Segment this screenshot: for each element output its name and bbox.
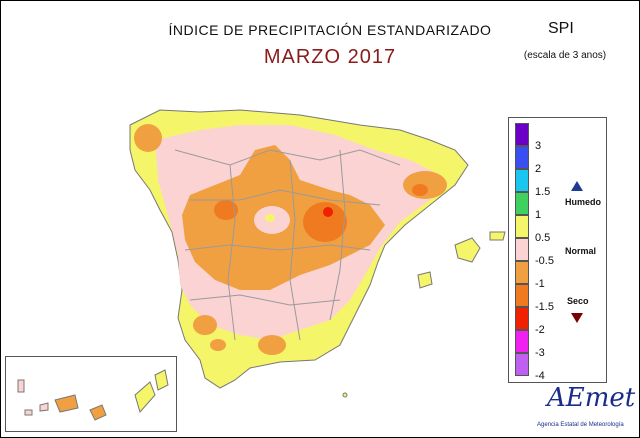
legend-tick-label: -4 xyxy=(535,370,545,382)
dry-arrow-icon xyxy=(571,313,583,323)
legend-swatch xyxy=(515,284,529,307)
canary-lanzarote xyxy=(154,369,169,391)
dry-moderate-northwest xyxy=(134,124,162,152)
dry-moderate-southwest xyxy=(193,315,217,335)
dry-severe-east xyxy=(412,184,428,196)
legend-tick-label: -1 xyxy=(535,278,545,290)
canary-fuerteventura xyxy=(134,381,156,414)
balearic-mallorca xyxy=(454,237,481,263)
legend-swatch xyxy=(515,330,529,353)
dry-moderate-south xyxy=(258,335,286,355)
legend-tick-label: 2 xyxy=(535,163,542,175)
legend-tick-label: -2 xyxy=(535,324,545,336)
dry-moderate-east xyxy=(403,171,447,199)
index-name: SPI xyxy=(548,20,574,37)
legend-swatch xyxy=(515,238,529,261)
map-subtitle: MARZO 2017 xyxy=(263,46,397,68)
canary-inset-box xyxy=(5,356,177,432)
legend-tick-label: 0.5 xyxy=(535,232,551,244)
dry-severe-center xyxy=(303,202,347,242)
dry-moderate-coast xyxy=(210,339,226,351)
legend-swatch xyxy=(515,123,529,146)
canary-hierro xyxy=(24,409,33,416)
humid-label: Humedo xyxy=(565,197,601,207)
legend-swatch xyxy=(515,353,529,376)
legend-tick-label: 3 xyxy=(535,140,542,152)
canary-gomera xyxy=(39,402,49,412)
melilla-dot xyxy=(342,392,348,398)
canary-tenerife xyxy=(54,394,79,413)
province-borders xyxy=(174,149,401,341)
balearic-ibiza xyxy=(417,271,433,289)
dry-label: Seco xyxy=(567,296,589,306)
normal-label: Normal xyxy=(565,246,597,256)
dry-severe-west xyxy=(214,200,238,220)
logo-brand: AEmet xyxy=(547,383,636,413)
legend-tick-label: 1.5 xyxy=(535,186,551,198)
wet-spot-center xyxy=(265,214,275,222)
aemet-logo: AEmet Agencia Estatal de Meteorología xyxy=(527,383,635,433)
legend-tick-label: 1 xyxy=(535,209,542,221)
legend-swatch xyxy=(515,307,529,330)
legend-swatch xyxy=(515,261,529,284)
logo-tagline: Agencia Estatal de Meteorología xyxy=(537,422,624,428)
legend-swatch xyxy=(515,169,529,192)
canary-gran-canaria xyxy=(89,404,107,421)
legend-tick-label: -3 xyxy=(535,347,545,359)
legend-swatch xyxy=(515,146,529,169)
legend-swatch xyxy=(515,215,529,238)
map-title: ÍNDICE DE PRECIPITACIÓN ESTANDARIZADO xyxy=(168,22,492,38)
legend-swatch xyxy=(515,192,529,215)
canary-la-palma xyxy=(17,379,25,393)
spi-legend: 3 2 1.5 1 0.5 -0.5 -1 -1.5 -2 -3 -4 Humedo Normal Sec… xyxy=(508,117,607,383)
legend-tick-label: -0.5 xyxy=(535,255,554,267)
dry-extreme-spot xyxy=(323,207,333,217)
scale-note: (escala de 3 anos) xyxy=(523,50,607,61)
humid-arrow-icon xyxy=(571,181,583,191)
legend-tick-label: -1.5 xyxy=(535,301,554,313)
balearic-menorca xyxy=(489,231,506,241)
